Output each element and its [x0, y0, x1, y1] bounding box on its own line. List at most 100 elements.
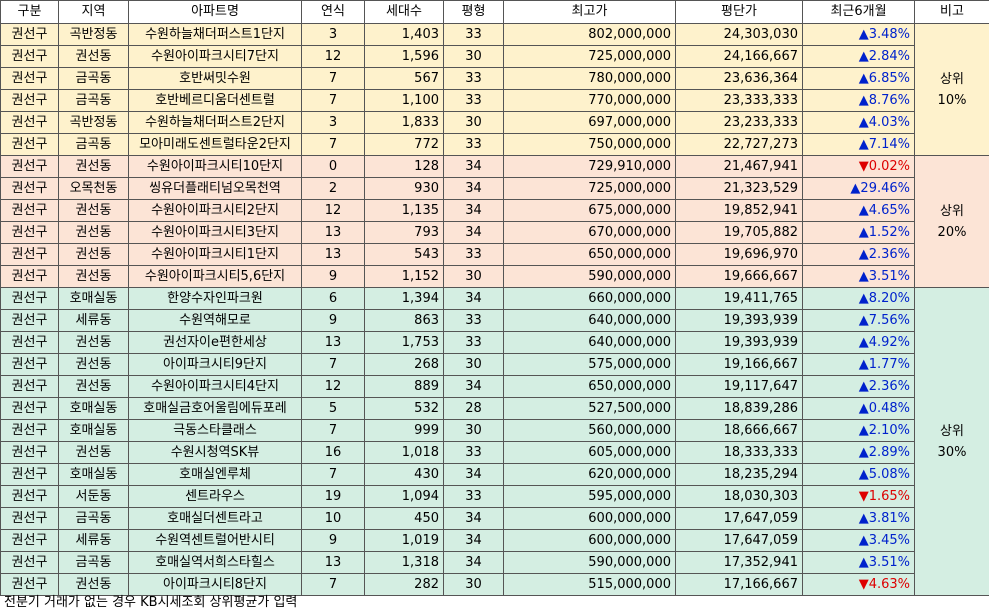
district-cell[interactable]: 권선구 [0, 397, 59, 420]
age-cell[interactable]: 12 [301, 45, 365, 68]
change-cell[interactable]: ▲2.36% [802, 243, 915, 266]
district-cell[interactable]: 권선구 [0, 441, 59, 464]
price-per-pyeong-cell[interactable]: 18,333,333 [675, 441, 803, 464]
max-price-cell[interactable]: 675,000,000 [503, 199, 676, 222]
pyeong-cell[interactable]: 30 [443, 45, 504, 68]
change-cell[interactable]: ▲1.77% [802, 353, 915, 376]
apartment-name-cell[interactable]: 호반베르디움더센트럴 [128, 89, 302, 112]
price-per-pyeong-cell[interactable]: 17,352,941 [675, 551, 803, 574]
change-cell[interactable]: ▲3.48% [802, 23, 915, 46]
pyeong-cell[interactable]: 30 [443, 111, 504, 134]
households-cell[interactable]: 268 [364, 353, 444, 376]
pyeong-cell[interactable]: 30 [443, 353, 504, 376]
age-cell[interactable]: 7 [301, 573, 365, 596]
change-cell[interactable]: ▲6.85% [802, 67, 915, 90]
region-cell[interactable]: 권선동 [58, 573, 129, 596]
change-cell[interactable]: ▲1.52% [802, 221, 915, 244]
change-cell[interactable]: ▼1.65% [802, 485, 915, 508]
header-remarks[interactable]: 비고 [914, 0, 989, 24]
price-per-pyeong-cell[interactable]: 19,852,941 [675, 199, 803, 222]
max-price-cell[interactable]: 600,000,000 [503, 507, 676, 530]
apartment-name-cell[interactable]: 수원아이파크시티4단지 [128, 375, 302, 398]
region-cell[interactable]: 권선동 [58, 375, 129, 398]
households-cell[interactable]: 772 [364, 133, 444, 156]
households-cell[interactable]: 1,753 [364, 331, 444, 354]
district-cell[interactable]: 권선구 [0, 155, 59, 178]
region-cell[interactable]: 호매실동 [58, 463, 129, 486]
apartment-name-cell[interactable]: 씽유더플래티넘오목천역 [128, 177, 302, 200]
age-cell[interactable]: 12 [301, 375, 365, 398]
change-cell[interactable]: ▲5.08% [802, 463, 915, 486]
change-cell[interactable]: ▲2.36% [802, 375, 915, 398]
region-cell[interactable]: 금곡동 [58, 551, 129, 574]
price-per-pyeong-cell[interactable]: 18,030,303 [675, 485, 803, 508]
region-cell[interactable]: 세류동 [58, 529, 129, 552]
change-cell[interactable]: ▲2.89% [802, 441, 915, 464]
region-cell[interactable]: 곡반정동 [58, 111, 129, 134]
price-per-pyeong-cell[interactable]: 17,647,059 [675, 507, 803, 530]
apartment-name-cell[interactable]: 수원하늘채더퍼스트1단지 [128, 23, 302, 46]
price-per-pyeong-cell[interactable]: 19,666,667 [675, 265, 803, 288]
households-cell[interactable]: 863 [364, 309, 444, 332]
households-cell[interactable]: 1,403 [364, 23, 444, 46]
age-cell[interactable]: 6 [301, 287, 365, 310]
max-price-cell[interactable]: 780,000,000 [503, 67, 676, 90]
pyeong-cell[interactable]: 34 [443, 551, 504, 574]
max-price-cell[interactable]: 595,000,000 [503, 485, 676, 508]
age-cell[interactable]: 7 [301, 89, 365, 112]
pyeong-cell[interactable]: 30 [443, 573, 504, 596]
change-cell[interactable]: ▲2.10% [802, 419, 915, 442]
district-cell[interactable]: 권선구 [0, 45, 59, 68]
pyeong-cell[interactable]: 30 [443, 419, 504, 442]
price-per-pyeong-cell[interactable]: 18,666,667 [675, 419, 803, 442]
apartment-name-cell[interactable]: 극동스타클래스 [128, 419, 302, 442]
price-per-pyeong-cell[interactable]: 19,696,970 [675, 243, 803, 266]
change-cell[interactable]: ▲3.45% [802, 529, 915, 552]
price-per-pyeong-cell[interactable]: 19,411,765 [675, 287, 803, 310]
pyeong-cell[interactable]: 34 [443, 507, 504, 530]
max-price-cell[interactable]: 660,000,000 [503, 287, 676, 310]
households-cell[interactable]: 1,152 [364, 265, 444, 288]
district-cell[interactable]: 권선구 [0, 331, 59, 354]
max-price-cell[interactable]: 770,000,000 [503, 89, 676, 112]
apartment-name-cell[interactable]: 수원아이파크시티1단지 [128, 243, 302, 266]
price-per-pyeong-cell[interactable]: 22,727,273 [675, 133, 803, 156]
district-cell[interactable]: 권선구 [0, 573, 59, 596]
price-per-pyeong-cell[interactable]: 23,233,333 [675, 111, 803, 134]
change-cell[interactable]: ▲8.76% [802, 89, 915, 112]
tier-remark-cell[interactable]: 상위 30% [914, 287, 989, 596]
age-cell[interactable]: 9 [301, 529, 365, 552]
max-price-cell[interactable]: 697,000,000 [503, 111, 676, 134]
region-cell[interactable]: 권선동 [58, 221, 129, 244]
district-cell[interactable]: 권선구 [0, 221, 59, 244]
age-cell[interactable]: 7 [301, 133, 365, 156]
households-cell[interactable]: 128 [364, 155, 444, 178]
price-per-pyeong-cell[interactable]: 19,393,939 [675, 309, 803, 332]
apartment-name-cell[interactable]: 수원하늘채더퍼스트2단지 [128, 111, 302, 134]
apartment-name-cell[interactable]: 수원시청역SK뷰 [128, 441, 302, 464]
apartment-name-cell[interactable]: 권선자이e편한세상 [128, 331, 302, 354]
price-per-pyeong-cell[interactable]: 19,166,667 [675, 353, 803, 376]
region-cell[interactable]: 세류동 [58, 309, 129, 332]
header-max-price[interactable]: 최고가 [503, 0, 676, 24]
district-cell[interactable]: 권선구 [0, 485, 59, 508]
apartment-name-cell[interactable]: 호매실금호어울림에듀포레 [128, 397, 302, 420]
apartment-name-cell[interactable]: 호매실더센트라고 [128, 507, 302, 530]
apartment-name-cell[interactable]: 아이파크시티8단지 [128, 573, 302, 596]
pyeong-cell[interactable]: 33 [443, 331, 504, 354]
district-cell[interactable]: 권선구 [0, 23, 59, 46]
region-cell[interactable]: 호매실동 [58, 287, 129, 310]
age-cell[interactable]: 12 [301, 199, 365, 222]
change-cell[interactable]: ▲3.51% [802, 265, 915, 288]
age-cell[interactable]: 7 [301, 353, 365, 376]
households-cell[interactable]: 1,019 [364, 529, 444, 552]
district-cell[interactable]: 권선구 [0, 353, 59, 376]
price-per-pyeong-cell[interactable]: 18,839,286 [675, 397, 803, 420]
apartment-name-cell[interactable]: 수원아이파크시티5,6단지 [128, 265, 302, 288]
max-price-cell[interactable]: 515,000,000 [503, 573, 676, 596]
max-price-cell[interactable]: 605,000,000 [503, 441, 676, 464]
apartment-name-cell[interactable]: 수원아이파크시티7단지 [128, 45, 302, 68]
region-cell[interactable]: 금곡동 [58, 133, 129, 156]
region-cell[interactable]: 권선동 [58, 265, 129, 288]
apartment-name-cell[interactable]: 수원아이파크시티3단지 [128, 221, 302, 244]
